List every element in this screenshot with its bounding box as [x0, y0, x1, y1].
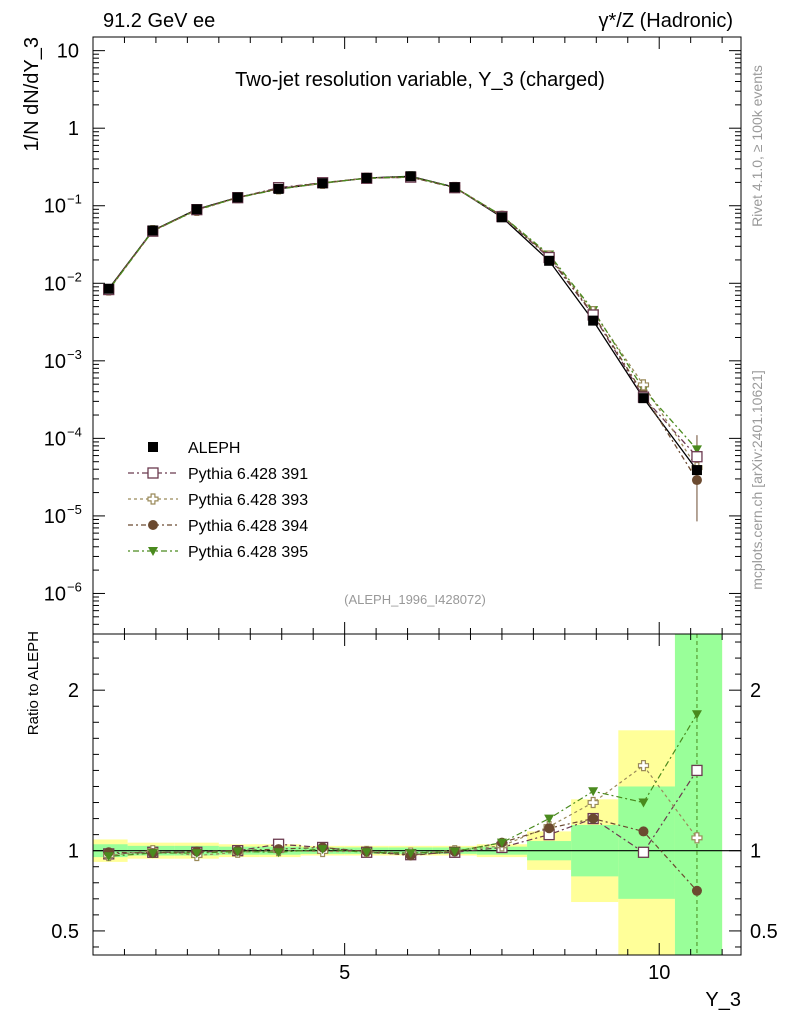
- legend-marker: [148, 520, 158, 530]
- watermark-analysis-id: (ALEPH_1996_I428072): [344, 592, 486, 607]
- y-tick-label-main: 10: [44, 506, 66, 528]
- data-point-0: [405, 171, 416, 182]
- ratio-line-0: [108, 770, 698, 856]
- ratio-point-3: [496, 838, 507, 848]
- y-tick-label-exp: −4: [67, 424, 82, 439]
- ratio-point-2: [544, 823, 555, 834]
- y-tick-label-main: 10: [44, 428, 66, 450]
- data-point-2: [637, 379, 650, 391]
- data-point-0: [496, 212, 507, 223]
- x-tick-label: 10: [648, 962, 670, 984]
- y-tick-label-main: 10: [44, 351, 66, 373]
- side-label-mcplots: mcplots.cern.ch [arXiv:2401.10621]: [749, 370, 765, 589]
- chart-title: Two-jet resolution variable, Y_3 (charge…: [235, 69, 605, 91]
- ratio-panel: 0.5 0.5 1 1 2 2 5 10 Ratio to ALEPH Y_3: [25, 631, 778, 1011]
- legend-label: Pythia 6.428 391: [188, 466, 308, 483]
- ratio-point-3: [232, 847, 243, 857]
- data-point-0: [638, 393, 649, 404]
- legend-label: Pythia 6.428 394: [188, 518, 308, 535]
- data-point-0: [273, 183, 284, 194]
- x-axis-label: Y_3: [705, 989, 741, 1011]
- ratio-point-3: [405, 849, 416, 859]
- ratio-point-3: [147, 849, 158, 859]
- y-tick-label-main: 10: [44, 583, 66, 605]
- data-point-0: [147, 225, 158, 236]
- data-point-0: [691, 465, 702, 476]
- ratio-point-3: [361, 848, 372, 858]
- y-tick-label-exp: −6: [67, 579, 82, 594]
- series-line-4: [108, 176, 698, 450]
- legend-marker: [147, 467, 159, 479]
- ratio-point-0: [691, 764, 703, 777]
- ratio-point-3: [544, 814, 555, 824]
- y-tick-label-ratio: 0.5: [51, 921, 79, 943]
- series-line-3: [108, 176, 698, 481]
- legend-label: ALEPH: [188, 440, 240, 457]
- data-point-0: [361, 172, 372, 183]
- ratio-point-0: [637, 846, 650, 858]
- y-tick-label-main: 10: [44, 273, 66, 295]
- legend-marker: [148, 442, 158, 452]
- legend-marker: [148, 547, 158, 556]
- band-green: [674, 634, 723, 955]
- ratio-point-1: [637, 760, 650, 772]
- series-line-0: [108, 175, 698, 471]
- y-tick-label-ratio-right: 1: [750, 841, 761, 863]
- ratio-point-1: [691, 832, 703, 844]
- data-point-0: [317, 178, 328, 189]
- ratio-point-3: [588, 787, 599, 797]
- data-point-0: [449, 182, 460, 193]
- side-label-rivet: Rivet 4.1.0, ≥ 100k events: [749, 65, 765, 227]
- y-tick-label-exp: −2: [67, 269, 82, 284]
- legend-label: Pythia 6.428 393: [188, 492, 308, 509]
- data-point-0: [544, 255, 555, 266]
- ratio-line-3: [108, 713, 698, 857]
- y-tick-label-main: 10: [57, 41, 79, 63]
- x-tick-label: 5: [339, 962, 350, 984]
- data-point-3: [691, 475, 702, 486]
- ratio-point-3: [449, 847, 460, 857]
- data-point-0: [232, 192, 243, 203]
- y-tick-label-main: 10: [44, 196, 66, 218]
- y-tick-label-ratio-right: 0.5: [750, 921, 778, 943]
- ratio-point-1: [587, 796, 599, 809]
- data-point-4: [691, 445, 702, 455]
- y-axis-label-main: 1/N dN/dY_3: [21, 37, 43, 152]
- ratio-point-3: [191, 849, 202, 859]
- header-left: 91.2 GeV ee: [103, 10, 215, 32]
- data-point-0: [588, 315, 599, 326]
- y-tick-label-exp: −3: [67, 347, 82, 362]
- y-axis-label-ratio: Ratio to ALEPH: [25, 631, 42, 735]
- legend-label: Pythia 6.428 395: [188, 544, 308, 561]
- y-tick-label-main: 1: [68, 118, 79, 140]
- ratio-point-3: [103, 852, 114, 862]
- data-point-0: [103, 283, 114, 294]
- data-point-0: [191, 204, 202, 215]
- y-tick-label-ratio: 1: [68, 841, 79, 863]
- ratio-point-2: [588, 813, 599, 824]
- legend-marker: [147, 493, 159, 505]
- ratio-point-3: [273, 848, 284, 858]
- band-green: [618, 786, 675, 899]
- ratio-frame: [92, 633, 742, 956]
- data-point-1: [691, 451, 703, 463]
- y-tick-label-ratio: 2: [68, 680, 79, 702]
- series-line-1: [108, 176, 698, 458]
- ratio-point-3: [317, 845, 328, 855]
- y-tick-label-ratio-right: 2: [750, 680, 761, 702]
- y-tick-label-exp: −5: [67, 502, 82, 517]
- ratio-point-2: [691, 885, 702, 896]
- ratio-line-1: [108, 764, 698, 857]
- ratio-point-3: [691, 710, 702, 720]
- ratio-point-3: [638, 798, 649, 808]
- ratio-point-2: [638, 826, 649, 837]
- legend: ALEPH Pythia 6.428 391 Pythia 6.428 393 Pyt…: [128, 440, 308, 561]
- header-right: γ*/Z (Hadronic): [599, 10, 733, 32]
- y-tick-label-exp: −1: [67, 192, 82, 207]
- series-line-2: [108, 176, 698, 468]
- ratio-line-2: [108, 817, 698, 892]
